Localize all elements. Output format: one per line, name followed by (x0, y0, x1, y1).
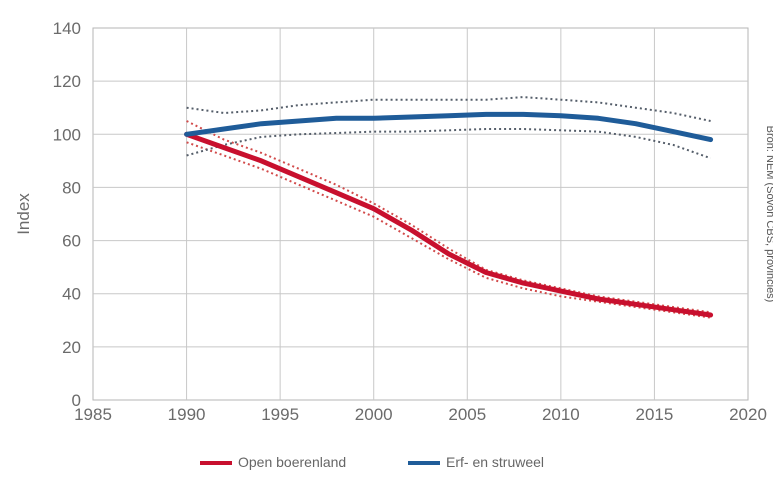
y-tick-label: 140 (53, 19, 81, 38)
x-tick-label: 1985 (74, 405, 112, 424)
series-lines (184, 111, 714, 318)
x-tick-label: 2000 (355, 405, 393, 424)
y-tick-label: 40 (62, 285, 81, 304)
x-tick-label: 2015 (636, 405, 674, 424)
confidence-bands (186, 96, 711, 319)
y-axis-ticks: 0 20 40 60 80 100 120 140 (53, 19, 81, 410)
x-tick-label: 1990 (168, 405, 206, 424)
legend-label: Erf- en struweel (446, 454, 544, 470)
y-tick-label: 20 (62, 338, 81, 357)
y-tick-label: 0 (72, 391, 81, 410)
legend: Open boerenland Erf- en struweel (200, 454, 544, 470)
y-tick-label: 100 (53, 125, 81, 144)
y-axis-title: Index (14, 193, 33, 235)
x-tick-label: 2010 (542, 405, 580, 424)
x-tick-label: 2020 (729, 405, 767, 424)
x-tick-label: 2005 (448, 405, 486, 424)
plot-area (92, 27, 749, 401)
series-upper-bound (186, 120, 711, 314)
grid (93, 28, 748, 400)
legend-label: Open boerenland (238, 454, 346, 470)
source-note: Bron: NEM (Sovon CBS, provincies) (764, 126, 773, 303)
y-tick-label: 60 (62, 232, 81, 251)
x-tick-label: 1995 (261, 405, 299, 424)
series-line (184, 131, 714, 318)
series-line (184, 111, 714, 143)
x-axis-ticks: 1985 1990 1995 2000 2005 2010 2015 2020 (74, 405, 767, 424)
y-tick-label: 120 (53, 72, 81, 91)
y-tick-label: 80 (62, 178, 81, 197)
